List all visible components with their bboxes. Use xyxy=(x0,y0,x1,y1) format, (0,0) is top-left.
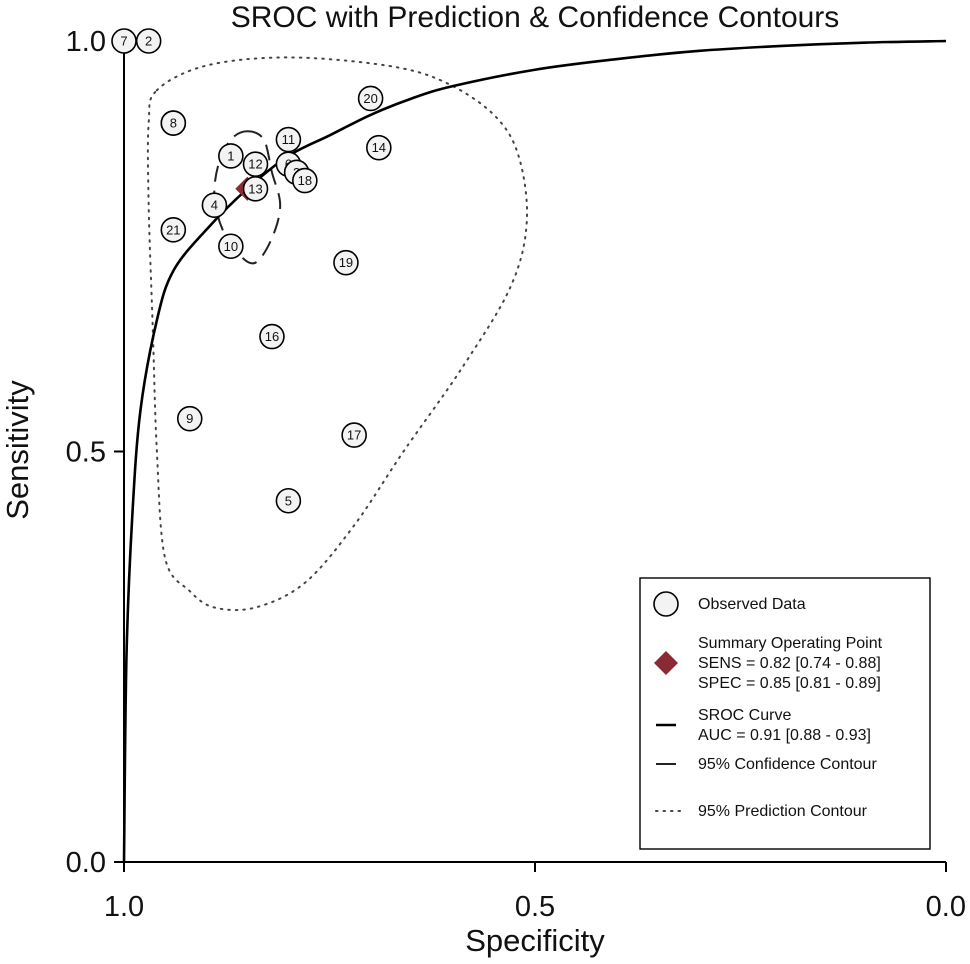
y-axis-label: Sensitivity xyxy=(0,380,35,520)
observed-point: 8 xyxy=(160,110,187,136)
observed-point-marker xyxy=(160,217,187,243)
legend-text: 95% Prediction Contour xyxy=(698,803,868,820)
legend-text: AUC = 0.91 [0.88 - 0.93] xyxy=(698,727,871,744)
observed-point: 9 xyxy=(176,405,203,432)
contours xyxy=(122,39,947,863)
observed-point-label: 19 xyxy=(339,255,353,270)
observed-point-label: 13 xyxy=(248,181,262,196)
observed-point-marker xyxy=(201,192,228,218)
legend-text: SROC Curve xyxy=(698,707,791,724)
observed-point-marker xyxy=(218,233,244,260)
x-axis-label: Specificity xyxy=(465,923,605,958)
observed-point-label: 1 xyxy=(227,148,234,163)
observed-point: 10 xyxy=(218,233,244,260)
y-tick-label: 1.0 xyxy=(66,26,106,58)
observed-point-marker xyxy=(357,85,384,112)
observed-point-label: 4 xyxy=(211,198,218,213)
observed-point-label: 9 xyxy=(186,411,193,426)
observed-point-label: 5 xyxy=(285,493,292,508)
legend-box xyxy=(639,577,931,850)
legend: Observed Data Summary Operating Point SENS… xyxy=(639,577,931,850)
observed-point-marker xyxy=(333,249,359,276)
observed-point-label: 18 xyxy=(298,173,312,188)
x-tick-label: 0.5 xyxy=(515,891,555,923)
observed-point-label: 16 xyxy=(265,329,279,344)
observed-point-label: 14 xyxy=(372,140,386,155)
observed-point-label: 11 xyxy=(282,132,296,147)
observed-point: 17 xyxy=(341,422,367,448)
observed-point-marker xyxy=(176,405,203,432)
observed-point: 20 xyxy=(357,85,384,112)
legend-summary-symbol xyxy=(654,651,678,675)
observed-point-marker xyxy=(242,175,269,202)
observed-point-label: 21 xyxy=(166,222,180,237)
legend-observed-symbol xyxy=(653,591,679,617)
chart-title: SROC with Prediction & Confidence Contou… xyxy=(231,1,840,34)
observed-point: 11 xyxy=(275,126,302,153)
observed-point-marker xyxy=(259,323,285,350)
observed-point: 19 xyxy=(333,249,359,276)
y-tick-label: 0.5 xyxy=(66,437,106,469)
observed-point: 1 xyxy=(218,143,244,169)
observed-point: 21 xyxy=(160,217,187,243)
observed-point-label: 2 xyxy=(145,34,152,49)
observed-point-label: 8 xyxy=(170,116,177,131)
legend-text: Summary Operating Point xyxy=(698,635,883,652)
observed-point: 13 xyxy=(242,175,269,202)
observed-point: 12 xyxy=(242,151,269,177)
observed-point-marker xyxy=(366,134,392,161)
y-tick-label: 0.0 xyxy=(66,847,106,879)
x-tick-label: 1.0 xyxy=(104,891,144,923)
legend-text: SPEC = 0.85 [0.81 - 0.89] xyxy=(698,675,881,692)
observed-point: 14 xyxy=(366,134,392,161)
observed-point: 7 xyxy=(111,28,137,54)
observed-point-marker xyxy=(218,143,244,169)
legend-text: 95% Confidence Contour xyxy=(698,756,877,773)
observed-point-label: 20 xyxy=(363,91,377,106)
observed-point-marker xyxy=(341,422,367,448)
observed-point-label: 7 xyxy=(120,34,127,49)
observed-point: 4 xyxy=(201,192,228,218)
observed-points: 721582011141126318134211019169175 xyxy=(111,28,392,514)
observed-point: 18 xyxy=(292,167,318,194)
observed-point-marker xyxy=(275,487,302,514)
observed-point: 2 xyxy=(135,28,162,54)
observed-point-marker xyxy=(160,110,187,136)
legend-text: Observed Data xyxy=(698,596,806,613)
observed-point-label: 10 xyxy=(224,239,238,254)
observed-point: 16 xyxy=(259,323,285,350)
observed-point-label: 17 xyxy=(347,428,361,443)
observed-point: 5 xyxy=(275,487,302,514)
observed-point-marker xyxy=(135,28,162,54)
x-tick-label: 0.0 xyxy=(926,891,966,923)
prediction-contour xyxy=(146,56,529,612)
observed-point-marker xyxy=(292,167,318,194)
sroc-curve xyxy=(122,39,947,863)
legend-text: SENS = 0.82 [0.74 - 0.88] xyxy=(698,655,881,672)
observed-point-label: 12 xyxy=(248,157,262,172)
